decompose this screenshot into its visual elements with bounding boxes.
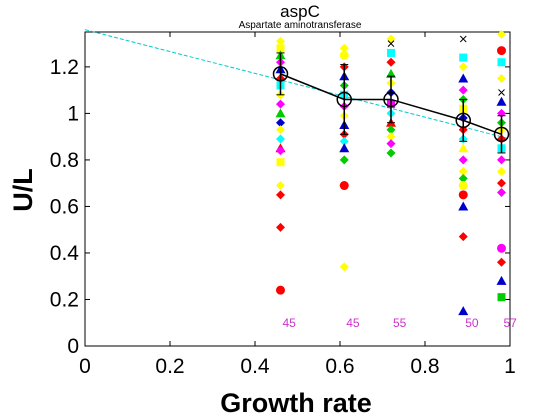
data-point — [276, 36, 285, 46]
x-axis-ticks: 0 0.2 0.4 0.6 0.8 1 — [79, 32, 516, 378]
y-axis-label: U/L — [8, 168, 38, 212]
data-point — [386, 68, 396, 78]
x-tick-label: 0.6 — [325, 355, 354, 378]
data-point — [339, 136, 349, 146]
data-point — [339, 181, 349, 191]
data-point — [386, 132, 396, 142]
sample-count: 57 — [504, 316, 518, 330]
sample-counts: 45 45 55 50 57 — [283, 316, 518, 330]
data-point — [387, 48, 395, 57]
data-point — [339, 43, 349, 53]
data-point — [458, 174, 468, 184]
data-point — [386, 148, 396, 158]
data-point — [339, 143, 350, 153]
sample-count: 45 — [346, 316, 360, 330]
data-point — [386, 125, 396, 135]
data-point — [339, 155, 349, 165]
data-point — [276, 99, 285, 109]
data-point — [458, 167, 468, 177]
x-axis-label: Growth rate — [220, 388, 372, 418]
data-point — [386, 57, 396, 67]
data-point — [386, 139, 396, 149]
data-point — [458, 73, 469, 83]
data-point — [498, 89, 505, 96]
y-tick-label: 0.4 — [50, 242, 80, 265]
data-point — [275, 108, 286, 118]
x-tick-label: 0.2 — [155, 355, 184, 378]
sample-count: 55 — [393, 316, 407, 330]
data-point — [276, 146, 285, 156]
data-point — [496, 96, 507, 106]
data-point — [276, 158, 285, 167]
data-point — [459, 53, 468, 62]
y-tick-label: 0.2 — [50, 288, 79, 311]
mean-marker — [455, 112, 471, 129]
data-point — [458, 181, 468, 191]
plot-frame — [84, 31, 511, 347]
data-point — [458, 232, 468, 242]
data-point — [497, 29, 506, 39]
data-point — [458, 85, 468, 95]
data-point — [497, 167, 506, 177]
data-point — [497, 178, 506, 188]
data-point — [458, 155, 468, 165]
y-tick-label: 1.2 — [50, 56, 79, 79]
data-point — [387, 40, 395, 47]
data-point — [459, 35, 467, 43]
data-point — [497, 74, 506, 84]
x-tick-label: 1 — [504, 355, 516, 378]
y-tick-label: 1 — [67, 102, 79, 125]
mean-marker — [336, 91, 352, 108]
data-point — [497, 58, 506, 67]
data-point — [276, 190, 285, 200]
mean-marker — [272, 66, 289, 82]
data-point — [497, 243, 506, 253]
data-point — [339, 50, 349, 60]
trend-line — [84, 29, 511, 140]
y-tick-label: 0.8 — [50, 149, 79, 172]
data-point — [276, 181, 285, 191]
data-point — [276, 222, 285, 232]
data-point — [458, 62, 468, 72]
chart-subtitle: Aspartate aminotransferase — [239, 20, 362, 31]
sample-count: 45 — [283, 316, 297, 330]
y-tick-label: 0 — [67, 335, 79, 358]
x-tick-label: 0.4 — [240, 355, 270, 378]
x-tick-label: 0 — [79, 355, 91, 378]
mean-marker — [493, 126, 510, 143]
data-point — [497, 46, 506, 56]
trend-line-group — [84, 29, 511, 140]
y-tick-label: 0.6 — [50, 195, 79, 218]
data-point — [496, 275, 507, 285]
data-point — [339, 262, 349, 272]
data-point — [276, 285, 285, 295]
y-axis-ticks: 0 0.2 0.4 0.6 0.8 1 1.2 — [50, 56, 510, 358]
data-point — [497, 293, 506, 302]
mean-line — [280, 73, 502, 136]
chart-title: aspC — [280, 2, 320, 21]
plot-area: 0 0.2 0.4 0.6 0.8 1 0 0.2 0.4 0.6 0.8 1 1.2 45 45 55 5… — [50, 29, 518, 378]
data-point — [276, 125, 285, 135]
mean-marker — [383, 91, 399, 108]
data-point — [458, 143, 469, 153]
mean-series — [272, 52, 510, 154]
data-point — [497, 155, 506, 165]
data-point — [497, 187, 506, 197]
sample-count: 50 — [465, 316, 479, 330]
x-tick-label: 0.8 — [410, 355, 439, 378]
data-point — [276, 118, 285, 128]
data-point — [458, 190, 468, 200]
data-point — [276, 44, 285, 53]
data-point — [497, 257, 506, 267]
data-point — [458, 306, 469, 316]
data-point — [458, 201, 469, 211]
data-point — [276, 134, 285, 144]
